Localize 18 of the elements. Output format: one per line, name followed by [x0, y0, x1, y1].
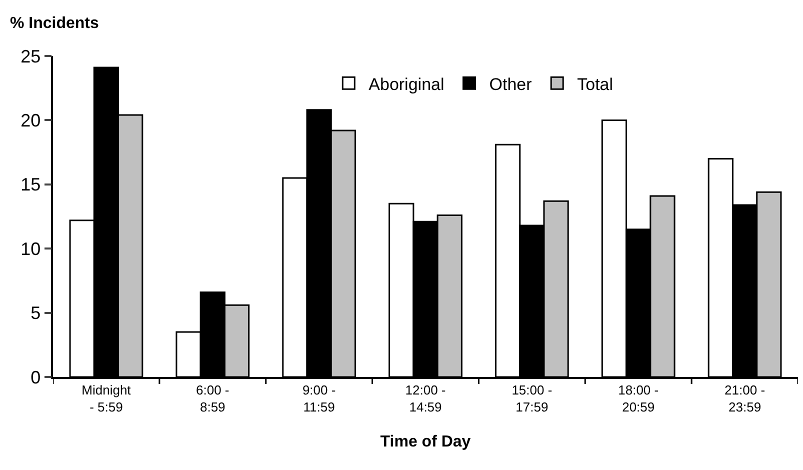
x-tick-label: 12:00 - 14:59 — [405, 382, 446, 414]
x-tick-label: 21:00 - 23:59 — [724, 382, 766, 414]
y-tick-label: 0 — [30, 367, 41, 388]
x-axis-title: Time of Day — [380, 433, 471, 450]
x-tick-label: 15:00 - 17:59 — [512, 382, 552, 414]
x-tick-label: 9:00 - 11:59 — [302, 382, 336, 414]
y-tick-label: 25 — [20, 46, 41, 66]
y-axis-title: % Incidents — [10, 15, 100, 32]
y-tick-label: 15 — [20, 174, 41, 195]
x-tick-label: 6:00 - 8:59 — [196, 382, 230, 414]
y-tick-label: 10 — [20, 238, 41, 259]
legend-label: Total — [577, 74, 614, 94]
legend-label: Other — [489, 74, 532, 94]
legend-label: Aboriginal — [368, 74, 444, 94]
y-tick-label: 5 — [30, 303, 41, 324]
x-tick-label: 18:00 - 20:59 — [618, 382, 659, 414]
y-tick-label: 20 — [20, 110, 41, 130]
x-tick-label: Midnight - 5:59 — [82, 382, 132, 414]
